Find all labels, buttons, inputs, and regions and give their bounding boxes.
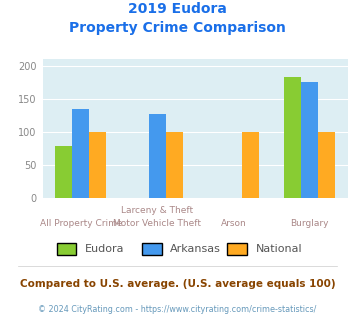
Text: © 2024 CityRating.com - https://www.cityrating.com/crime-statistics/: © 2024 CityRating.com - https://www.city…	[38, 305, 317, 314]
Bar	[72, 109, 89, 198]
Bar	[284, 77, 301, 198]
Bar	[55, 146, 72, 198]
Bar	[165, 132, 182, 198]
Text: 2019 Eudora: 2019 Eudora	[128, 2, 227, 16]
Text: Compared to U.S. average. (U.S. average equals 100): Compared to U.S. average. (U.S. average …	[20, 279, 335, 289]
Text: Motor Vehicle Theft: Motor Vehicle Theft	[113, 219, 201, 228]
Bar	[89, 132, 106, 198]
Bar	[242, 132, 259, 198]
Text: Property Crime Comparison: Property Crime Comparison	[69, 21, 286, 35]
Bar	[149, 114, 165, 198]
Text: All Property Crime: All Property Crime	[39, 219, 122, 228]
Bar	[318, 132, 335, 198]
Text: Burglary: Burglary	[290, 219, 329, 228]
Text: Arkansas: Arkansas	[170, 244, 221, 254]
Text: Eudora: Eudora	[85, 244, 125, 254]
Text: Larceny & Theft: Larceny & Theft	[121, 206, 193, 215]
Bar	[301, 82, 318, 198]
Text: National: National	[256, 244, 302, 254]
Text: Arson: Arson	[220, 219, 246, 228]
